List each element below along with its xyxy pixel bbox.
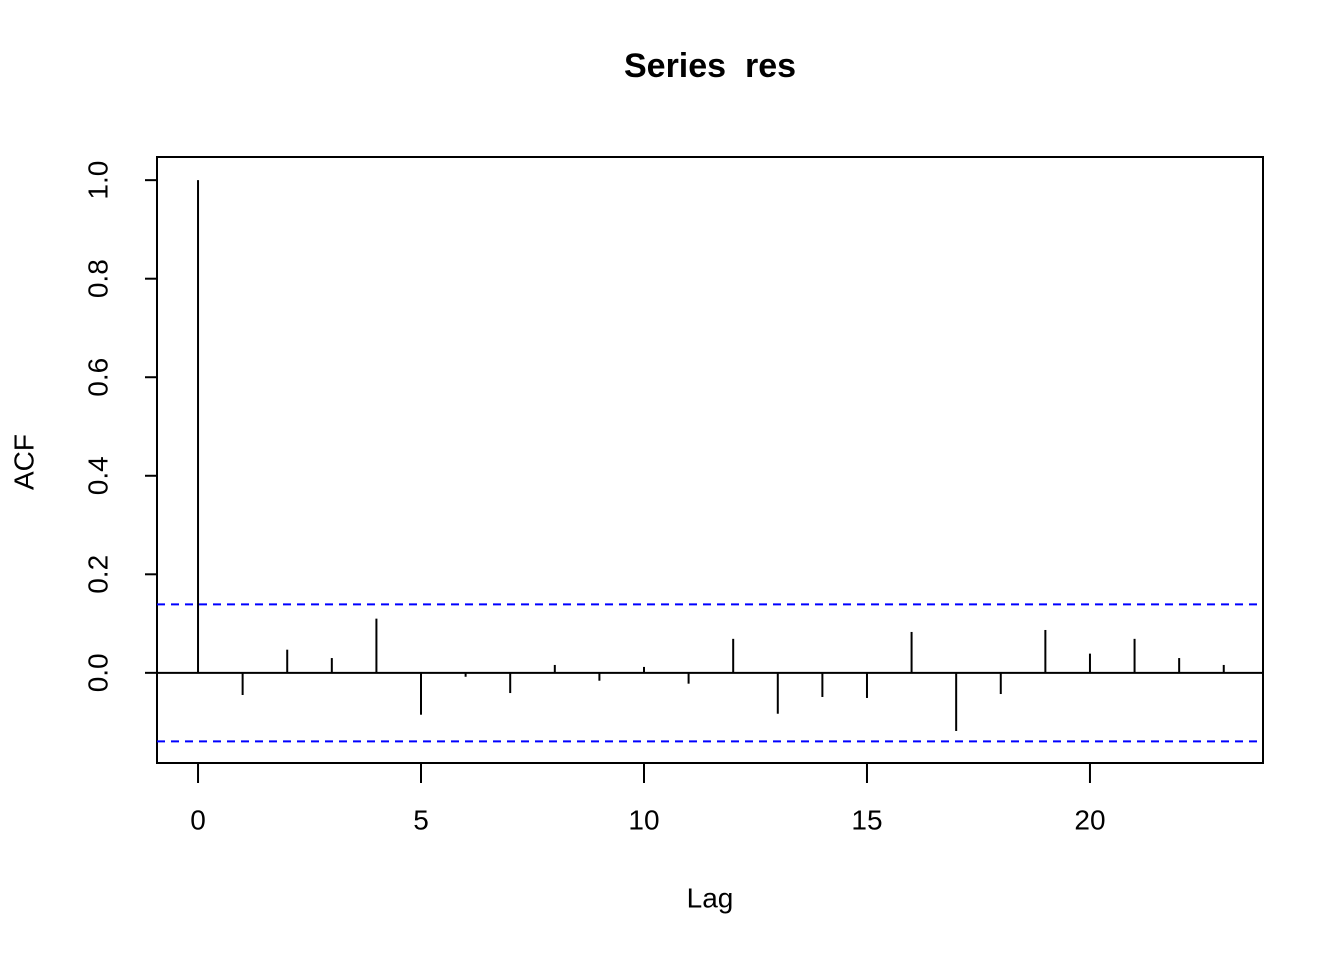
chart-title: Series res — [624, 47, 796, 85]
x-tick-label: 5 — [413, 804, 429, 835]
y-tick-label: 0.0 — [82, 653, 113, 692]
x-axis-label: Lag — [687, 882, 734, 913]
x-tick-label: 15 — [851, 804, 882, 835]
y-tick-label: 0.8 — [82, 259, 113, 298]
y-tick-label: 0.4 — [82, 456, 113, 495]
y-tick-label: 1.0 — [82, 161, 113, 200]
y-tick-label: 0.6 — [82, 358, 113, 397]
plot-frame — [156, 156, 1264, 764]
x-tick-label: 0 — [190, 804, 206, 835]
y-axis-label: ACF — [8, 434, 39, 490]
x-tick-label: 10 — [628, 804, 659, 835]
y-tick-label: 0.2 — [82, 555, 113, 594]
x-tick-label: 20 — [1074, 804, 1105, 835]
